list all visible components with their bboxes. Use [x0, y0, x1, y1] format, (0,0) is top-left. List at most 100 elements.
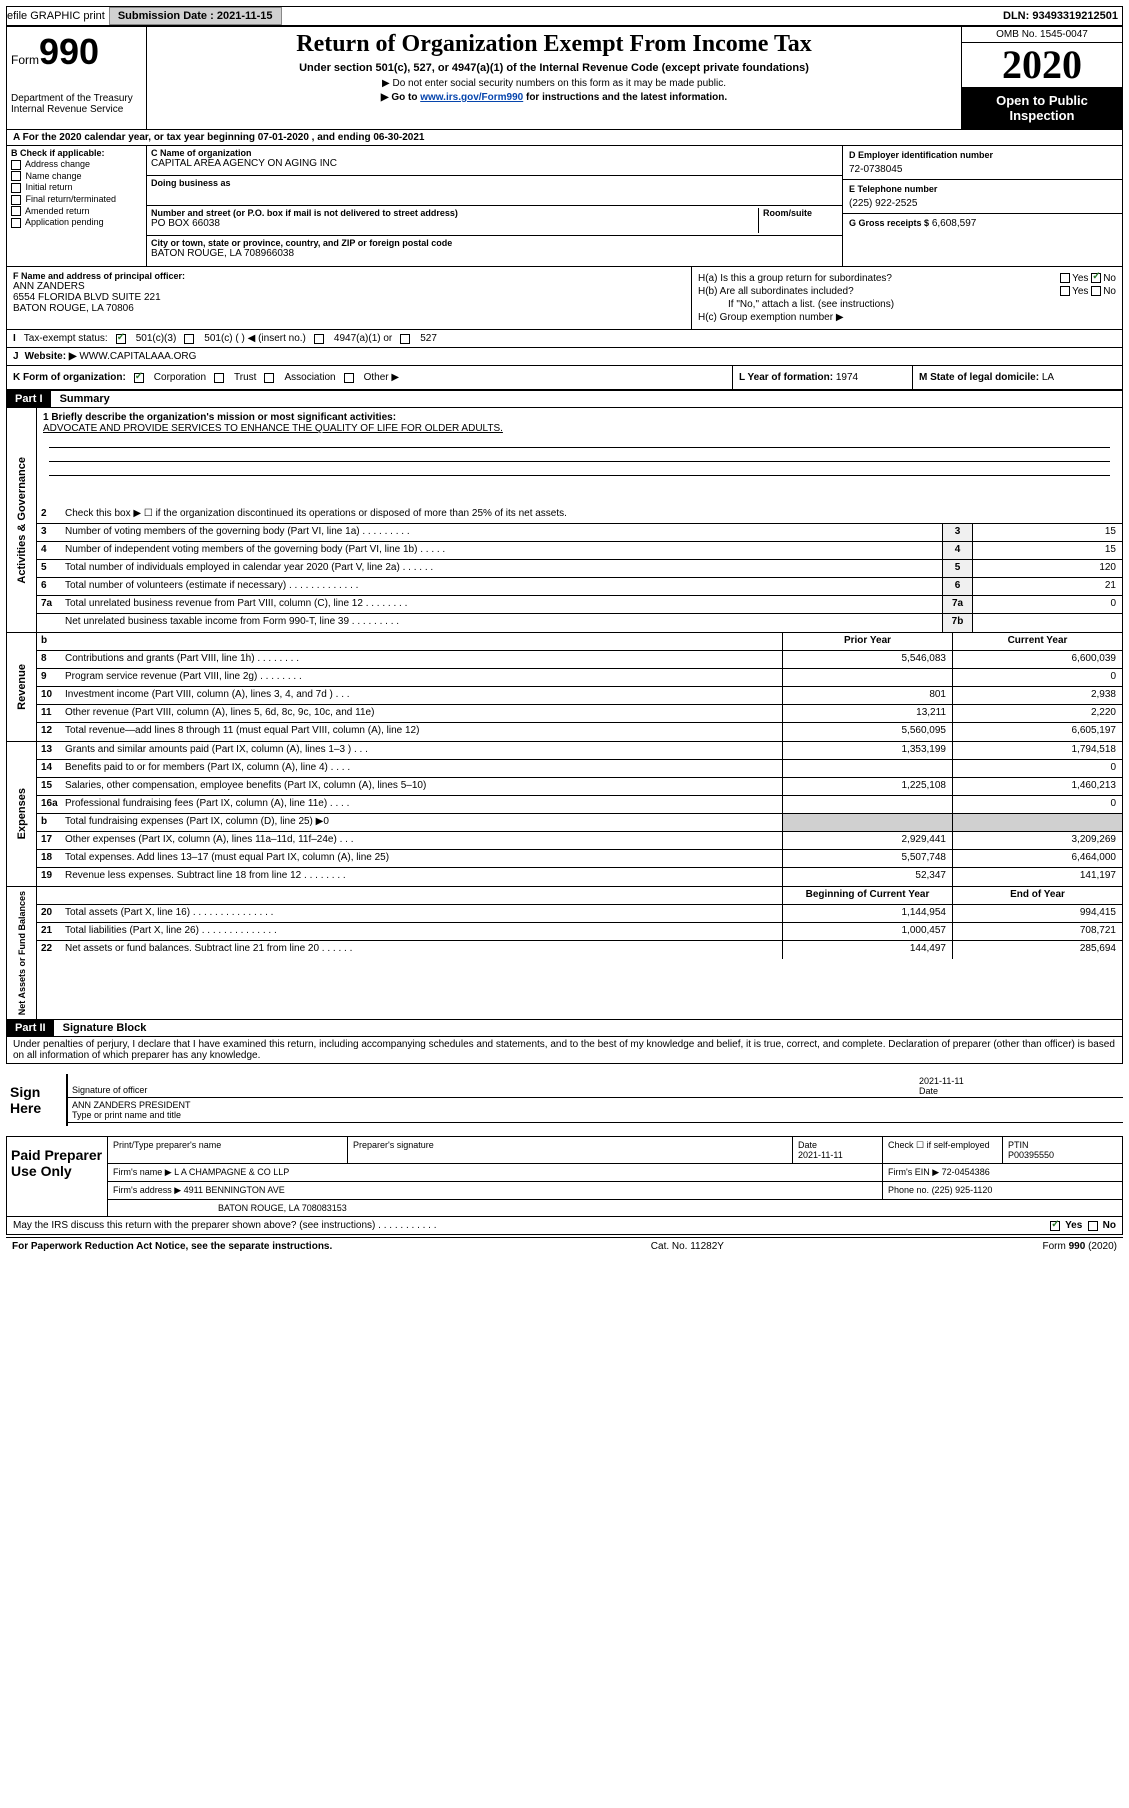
exp-line: 13Grants and similar amounts paid (Part … [37, 742, 1122, 760]
rev-line: 8Contributions and grants (Part VIII, li… [37, 651, 1122, 669]
discuss-row: May the IRS discuss this return with the… [6, 1217, 1123, 1235]
chk-527[interactable] [400, 334, 410, 344]
note-ssn: ▶ Do not enter social security numbers o… [155, 78, 953, 89]
part2-title: Signature Block [57, 1020, 153, 1036]
gov-line: 3Number of voting members of the governi… [37, 524, 1122, 542]
net-line: 21Total liabilities (Part X, line 26) . … [37, 923, 1122, 941]
rev-line: 12Total revenue—add lines 8 through 11 (… [37, 723, 1122, 741]
city: BATON ROUGE, LA 708966038 [151, 248, 838, 259]
begin-hdr: Beginning of Current Year [782, 887, 952, 904]
exp-line: 15Salaries, other compensation, employee… [37, 778, 1122, 796]
section-bcd: B Check if applicable: Address change Na… [6, 146, 1123, 267]
chk-501c[interactable] [184, 334, 194, 344]
officer-name: ANN ZANDERS PRESIDENT [72, 1100, 191, 1110]
exp-line: 18Total expenses. Add lines 13–17 (must … [37, 850, 1122, 868]
sig-date-label: Date [919, 1086, 938, 1096]
gov-line: Net unrelated business taxable income fr… [37, 614, 1122, 632]
net-line: 20Total assets (Part X, line 16) . . . .… [37, 905, 1122, 923]
expenses-section: Expenses 13Grants and similar amounts pa… [6, 742, 1123, 887]
revenue-section: Revenue b Prior Year Current Year 8Contr… [6, 633, 1123, 742]
prep-sig-lbl: Preparer's signature [347, 1137, 792, 1163]
exp-line: 17Other expenses (Part IX, column (A), l… [37, 832, 1122, 850]
dba-label: Doing business as [151, 178, 838, 188]
principal-addr1: 6554 FLORIDA BLVD SUITE 221 [13, 292, 685, 303]
footer: For Paperwork Reduction Act Notice, see … [6, 1237, 1123, 1255]
firm-ein: 72-0454386 [942, 1167, 990, 1177]
rev-label: Revenue [14, 660, 30, 714]
discuss-no[interactable] [1088, 1221, 1098, 1231]
officer-name-label: Type or print name and title [72, 1110, 181, 1120]
chk-name[interactable]: Name change [11, 171, 142, 182]
chk-assoc[interactable] [264, 373, 274, 383]
omb-number: OMB No. 1545-0047 [962, 27, 1122, 43]
preparer-block: Paid Preparer Use Only Print/Type prepar… [6, 1136, 1123, 1217]
efile-label: efile GRAPHIC print [7, 10, 105, 22]
prep-name-lbl: Print/Type preparer's name [107, 1137, 347, 1163]
gov-line: 6Total number of volunteers (estimate if… [37, 578, 1122, 596]
footer-left: For Paperwork Reduction Act Notice, see … [12, 1241, 332, 1252]
sign-here-block: Sign Here Signature of officer 2021-11-1… [6, 1074, 1123, 1126]
prep-check[interactable]: Check ☐ if self-employed [882, 1137, 1002, 1163]
website-row: J Website: ▶ WWW.CAPITALAAA.ORG [6, 348, 1123, 366]
line1-value: ADVOCATE AND PROVIDE SERVICES TO ENHANCE… [43, 423, 503, 434]
city-label: City or town, state or province, country… [151, 238, 838, 248]
dept-label: Department of the Treasury Internal Reve… [11, 93, 142, 115]
chk-trust[interactable] [214, 373, 224, 383]
tel: (225) 922-2525 [849, 198, 1116, 209]
chk-4947[interactable] [314, 334, 324, 344]
gov-line: 5Total number of individuals employed in… [37, 560, 1122, 578]
ein: 72-0738045 [849, 164, 1116, 175]
firm-addr1: 4911 BENNINGTON AVE [184, 1185, 285, 1195]
netassets-section: Net Assets or Fund Balances Beginning of… [6, 887, 1123, 1020]
chk-corp[interactable] [134, 373, 144, 383]
exp-line: 16aProfessional fundraising fees (Part I… [37, 796, 1122, 814]
box-b-header: B Check if applicable: [11, 148, 142, 158]
principal-row: F Name and address of principal officer:… [6, 267, 1123, 330]
ein-label: D Employer identification number [849, 150, 1116, 160]
footer-right: Form 990 (2020) [1043, 1241, 1117, 1252]
discuss-yes[interactable] [1050, 1221, 1060, 1231]
chk-501c3[interactable] [116, 334, 126, 344]
chk-amended[interactable]: Amended return [11, 206, 142, 217]
part1-title: Summary [54, 391, 116, 407]
submission-date-btn[interactable]: Submission Date : 2021-11-15 [109, 7, 282, 25]
net-label: Net Assets or Fund Balances [15, 887, 29, 1019]
rev-line: 11Other revenue (Part VIII, column (A), … [37, 705, 1122, 723]
part2-header: Part II [7, 1020, 54, 1036]
gross-label: G Gross receipts $ [849, 218, 929, 228]
line1-label: 1 Briefly describe the organization's mi… [43, 412, 396, 423]
exp-label: Expenses [14, 784, 30, 843]
org-name: CAPITAL AREA AGENCY ON AGING INC [151, 158, 838, 169]
governance-section: Activities & Governance 1 Briefly descri… [6, 408, 1123, 633]
prior-hdr: Prior Year [782, 633, 952, 650]
firm-addr2: BATON ROUGE, LA 708083153 [107, 1200, 1122, 1216]
chk-other[interactable] [344, 373, 354, 383]
sig-date: 2021-11-11 [919, 1076, 964, 1086]
hb-line: H(b) Are all subordinates included? Yes … [698, 286, 1116, 297]
chk-address[interactable]: Address change [11, 159, 142, 170]
website-url: WWW.CAPITALAAA.ORG [79, 351, 196, 362]
line2: Check this box ▶ ☐ if the organization d… [61, 506, 1122, 523]
street-label: Number and street (or P.O. box if mail i… [151, 208, 758, 218]
open-public-badge: Open to Public Inspection [962, 87, 1122, 129]
tax-exempt-row: I Tax-exempt status: 501(c)(3) 501(c) ( … [6, 330, 1123, 348]
note-link: ▶ Go to www.irs.gov/Form990 for instruct… [155, 92, 953, 103]
ha-line: H(a) Is this a group return for subordin… [698, 273, 1116, 284]
dln-label: DLN: 93493319212501 [1003, 10, 1122, 22]
rev-line: 10Investment income (Part VIII, column (… [37, 687, 1122, 705]
firm-phone: (225) 925-1120 [932, 1185, 993, 1195]
sig-officer-label: Signature of officer [72, 1085, 919, 1095]
gov-line: 4Number of independent voting members of… [37, 542, 1122, 560]
current-hdr: Current Year [952, 633, 1122, 650]
irs-link[interactable]: www.irs.gov/Form990 [420, 92, 523, 103]
period-row: A For the 2020 calendar year, or tax yea… [6, 130, 1123, 146]
tax-year: 2020 [962, 43, 1122, 87]
prep-date: 2021-11-11 [798, 1150, 843, 1160]
chk-final[interactable]: Final return/terminated [11, 194, 142, 205]
form-subtitle: Under section 501(c), 527, or 4947(a)(1)… [155, 62, 953, 74]
chk-initial[interactable]: Initial return [11, 182, 142, 193]
sign-here-label: Sign Here [6, 1074, 66, 1126]
org-name-label: C Name of organization [151, 148, 838, 158]
preparer-title: Paid Preparer Use Only [7, 1137, 107, 1216]
chk-pending[interactable]: Application pending [11, 217, 142, 228]
